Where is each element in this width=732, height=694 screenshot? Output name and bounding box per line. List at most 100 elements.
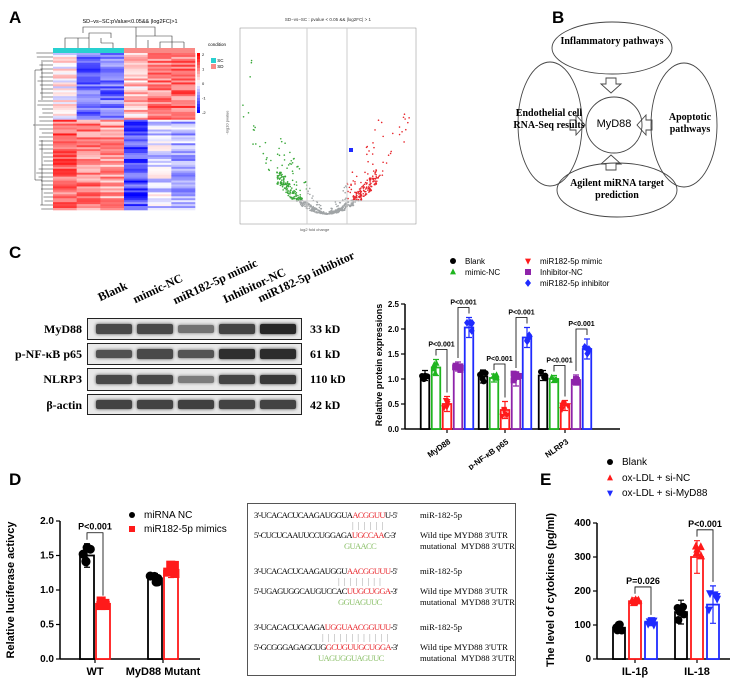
- data-point: [503, 412, 510, 419]
- panel-label-d: D: [9, 470, 22, 489]
- heatmap-cell: [147, 131, 172, 134]
- heatmap-cell: [76, 208, 101, 211]
- heatmap-cell: [147, 107, 172, 111]
- heatmap-cell: [100, 133, 125, 136]
- legend-label: mimic-NC: [465, 268, 500, 277]
- heatmap-cell: [100, 200, 125, 203]
- heatmap-cell: [171, 206, 196, 209]
- heatmap-cell: [171, 133, 196, 136]
- heatmap-cell: [147, 186, 172, 189]
- heatmap-cell: [76, 170, 101, 174]
- volcano-point: [249, 76, 251, 78]
- volcano-point: [312, 195, 314, 197]
- heatmap-cell: [100, 202, 125, 205]
- heatmap-cell: [53, 186, 77, 189]
- volcano-point: [276, 178, 279, 180]
- heatmap-cell: [171, 135, 196, 138]
- volcano-point: [356, 197, 358, 199]
- data-point: [163, 567, 173, 577]
- volcano-point: [334, 210, 337, 213]
- heatmap-cell: [100, 186, 125, 189]
- heatmap-cell: [124, 121, 148, 124]
- heatmap-cell: [171, 166, 196, 170]
- heatmap-cell: [124, 90, 148, 93]
- base-pairing-lines: | | | | | |: [352, 520, 385, 530]
- heatmap-cell: [124, 64, 148, 68]
- volcano-point: [319, 207, 322, 210]
- heatmap-cell: [171, 113, 196, 117]
- volcano-point: [401, 130, 403, 133]
- volcano-point: [292, 191, 294, 193]
- heatmap-cell: [100, 196, 125, 199]
- heatmap-cell: [124, 104, 148, 107]
- volcano-point: [290, 163, 293, 165]
- volcano-point: [367, 173, 369, 175]
- heatmap-cell: [124, 202, 148, 205]
- volcano-point: [369, 181, 371, 183]
- heatmap-cell: [124, 208, 148, 211]
- heatmap-cell: [76, 74, 101, 77]
- bar: [581, 348, 593, 430]
- seq-part: U-5': [384, 510, 398, 520]
- mirna-label: miR-182-5p: [420, 510, 463, 520]
- volcano-point: [378, 175, 380, 178]
- y-axis-label: Relative luciferase activcy: [5, 521, 17, 659]
- bar: [570, 379, 582, 430]
- heatmap-cell: [147, 56, 172, 60]
- legend-marker: [525, 258, 531, 265]
- volcano-point: [370, 185, 373, 188]
- volcano-point: [359, 189, 362, 191]
- volcano-point: [318, 206, 321, 209]
- heatmap-cell: [53, 119, 77, 122]
- heatmap-cell: [124, 98, 148, 101]
- blot-band: [96, 399, 132, 410]
- heatmap-cell: [124, 196, 148, 199]
- heatmap-cell: [76, 80, 101, 83]
- heatmap-cell: [53, 147, 77, 150]
- data-point: [457, 366, 464, 373]
- mutant-sequence: UAGUGGUAGUUC: [318, 653, 384, 663]
- heatmap-cell: [147, 60, 172, 64]
- volcano-point: [357, 191, 360, 194]
- heatmap-cell: [100, 115, 125, 119]
- heatmap-cell: [53, 68, 77, 71]
- volcano-point: [362, 187, 365, 189]
- molecular-weight-label: 33 kD: [310, 322, 341, 336]
- volcano-point: [354, 183, 356, 185]
- volcano-point: [280, 174, 283, 177]
- y-axis-label: The level of cytokines (pg/ml): [545, 513, 557, 667]
- volcano-point: [336, 209, 338, 212]
- data-point: [614, 620, 623, 629]
- volcano-point: [290, 187, 293, 189]
- volcano-point: [364, 193, 367, 196]
- volcano-point: [242, 104, 244, 106]
- heatmap-cell: [53, 100, 77, 103]
- panel-label-a: A: [9, 8, 22, 27]
- heatmap-cell: [76, 139, 101, 142]
- heatmap-cell: [124, 113, 148, 117]
- heatmap-cell: [124, 70, 148, 73]
- heatmap-cell: [171, 64, 196, 68]
- volcano-point: [298, 197, 301, 200]
- heatmap-cell: [100, 109, 125, 113]
- heatmap-cell: [100, 147, 125, 150]
- heatmap-cell: [100, 153, 125, 156]
- color-scale-cell: [197, 59, 200, 62]
- volcano-point: [344, 191, 346, 194]
- heatmap-cell: [124, 204, 148, 207]
- heatmap-cell: [100, 125, 125, 128]
- heatmap-cell: [171, 188, 196, 191]
- heatmap-cell: [124, 119, 148, 122]
- volcano-point: [287, 185, 290, 188]
- p-value-label: P=0.026: [626, 576, 660, 586]
- mirna-label: miR-182-5p: [420, 622, 463, 632]
- heatmap-cell: [124, 102, 148, 105]
- data-point: [490, 372, 497, 379]
- heatmap-cell: [171, 80, 196, 83]
- legend-label: SC: [217, 58, 224, 63]
- mutant-sequence: GUAACC: [344, 541, 377, 551]
- heatmap-cell: [100, 53, 125, 56]
- legend-marker: [450, 268, 456, 275]
- panel-label-c: C: [9, 243, 22, 262]
- heatmap-cell: [147, 194, 172, 197]
